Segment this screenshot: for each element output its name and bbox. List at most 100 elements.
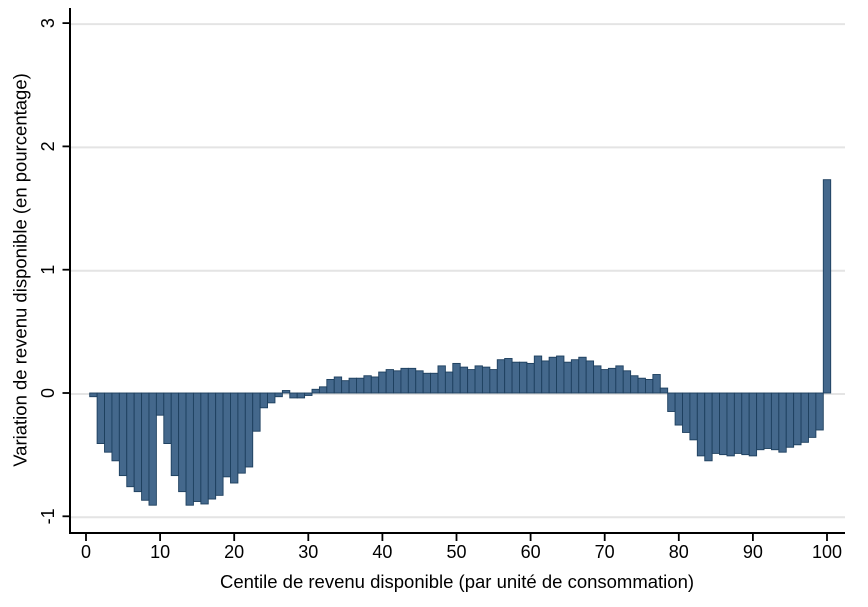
bar-centile-72 xyxy=(615,365,624,394)
y-tick-label-0: 0 xyxy=(38,388,58,398)
bar-centile-60 xyxy=(526,362,535,394)
bar-centile-47 xyxy=(430,372,439,394)
bar-centile-98 xyxy=(808,392,817,438)
x-tick-label-40: 40 xyxy=(372,542,392,562)
bar-centile-62 xyxy=(541,360,550,394)
bar-centile-97 xyxy=(800,392,809,443)
bar-centile-31 xyxy=(311,388,320,394)
bar-centile-18 xyxy=(215,392,224,496)
bar-centile-83 xyxy=(696,392,706,457)
bar-centile-34 xyxy=(333,376,343,394)
y-axis-title: Variation de revenu disponible (en pourc… xyxy=(10,73,31,467)
bar-centile-48 xyxy=(437,365,446,394)
x-tick-label-100: 100 xyxy=(812,542,842,562)
bar-centile-99 xyxy=(815,392,824,431)
bar-centile-22 xyxy=(244,392,254,468)
x-tick-label-80: 80 xyxy=(669,542,689,562)
bar-centile-58 xyxy=(511,361,520,394)
bar-centile-53 xyxy=(474,365,483,394)
bar-centile-5 xyxy=(118,392,128,477)
bar-centile-26 xyxy=(274,392,283,398)
y-tick-label-1: 1 xyxy=(38,265,58,275)
bar-centile-3 xyxy=(104,392,113,453)
bar-centile-85 xyxy=(711,392,721,454)
bar-centile-35 xyxy=(341,380,350,394)
bars xyxy=(89,179,832,506)
bar-centile-7 xyxy=(133,392,143,493)
bar-centile-96 xyxy=(793,392,802,446)
bar-centile-49 xyxy=(444,371,454,394)
bar-centile-74 xyxy=(630,375,639,394)
bar-centile-32 xyxy=(318,386,328,394)
bar-centile-86 xyxy=(719,392,728,456)
x-tick-label-0: 0 xyxy=(81,542,91,562)
bar-centile-39 xyxy=(370,376,380,394)
bar-centile-4 xyxy=(111,392,120,462)
bar-centile-87 xyxy=(726,392,735,457)
bar-centile-89 xyxy=(741,392,750,456)
bar-centile-36 xyxy=(348,377,357,394)
bar-centile-84 xyxy=(704,392,713,462)
bar-centile-76 xyxy=(645,378,654,394)
bar-centile-82 xyxy=(689,392,698,441)
x-tick-label-20: 20 xyxy=(224,542,244,562)
bar-centile-21 xyxy=(237,392,246,474)
bar-centile-41 xyxy=(385,369,394,394)
bar-centile-59 xyxy=(519,361,528,394)
bar-centile-93 xyxy=(770,392,780,451)
bar-centile-73 xyxy=(622,370,632,394)
x-tick-label-30: 30 xyxy=(298,542,318,562)
x-tick-label-50: 50 xyxy=(446,542,466,562)
x-tick-label-10: 10 xyxy=(150,542,170,562)
bar-centile-46 xyxy=(422,372,432,394)
bar-centile-10 xyxy=(155,392,165,416)
bar-centile-67 xyxy=(578,356,587,394)
bar-centile-24 xyxy=(259,392,269,409)
bar-centile-66 xyxy=(570,359,580,394)
bar-centile-91 xyxy=(756,392,765,451)
bar-centile-6 xyxy=(126,392,135,488)
bar-centile-15 xyxy=(192,392,202,502)
x-axis-title: Centile de revenu disponible (par unité … xyxy=(220,571,694,592)
bar-centile-28 xyxy=(289,392,298,399)
bar-centile-81 xyxy=(682,392,691,433)
bar-centile-52 xyxy=(467,369,476,394)
bar-centile-69 xyxy=(593,365,602,394)
x-tick-label-70: 70 xyxy=(595,542,615,562)
bar-centile-38 xyxy=(363,375,372,394)
bar-centile-70 xyxy=(600,369,609,394)
bar-centile-11 xyxy=(163,392,172,444)
bar-centile-37 xyxy=(356,377,365,394)
bar-centile-75 xyxy=(637,377,646,394)
bar-centile-1 xyxy=(89,392,98,398)
bar-centile-79 xyxy=(667,392,676,412)
bar-centile-100 xyxy=(822,179,832,394)
bar-centile-61 xyxy=(533,355,543,394)
bar-centile-55 xyxy=(489,369,498,394)
bar-centile-9 xyxy=(148,392,157,506)
x-tick-label-90: 90 xyxy=(743,542,763,562)
bar-centile-68 xyxy=(585,360,595,394)
bar-centile-94 xyxy=(778,392,787,453)
bar-centile-77 xyxy=(652,374,661,394)
bar-centile-17 xyxy=(207,392,217,500)
bar-centile-45 xyxy=(415,370,424,394)
bar-centile-33 xyxy=(326,378,335,394)
bar-centile-57 xyxy=(504,358,513,394)
y-tick-label-3: 3 xyxy=(38,18,58,28)
bar-centile-25 xyxy=(267,392,276,404)
bar-centile-78 xyxy=(659,387,669,394)
bar-centile-71 xyxy=(607,367,617,394)
bar-centile-30 xyxy=(304,392,313,396)
bar-centile-80 xyxy=(674,392,683,426)
bar-centile-12 xyxy=(170,392,180,477)
bar-centile-13 xyxy=(178,392,187,493)
bar-centile-50 xyxy=(452,362,461,394)
bar-centile-40 xyxy=(378,371,387,394)
bar-centile-63 xyxy=(548,356,557,394)
bar-centile-2 xyxy=(96,392,105,444)
bar-centile-64 xyxy=(556,355,565,394)
